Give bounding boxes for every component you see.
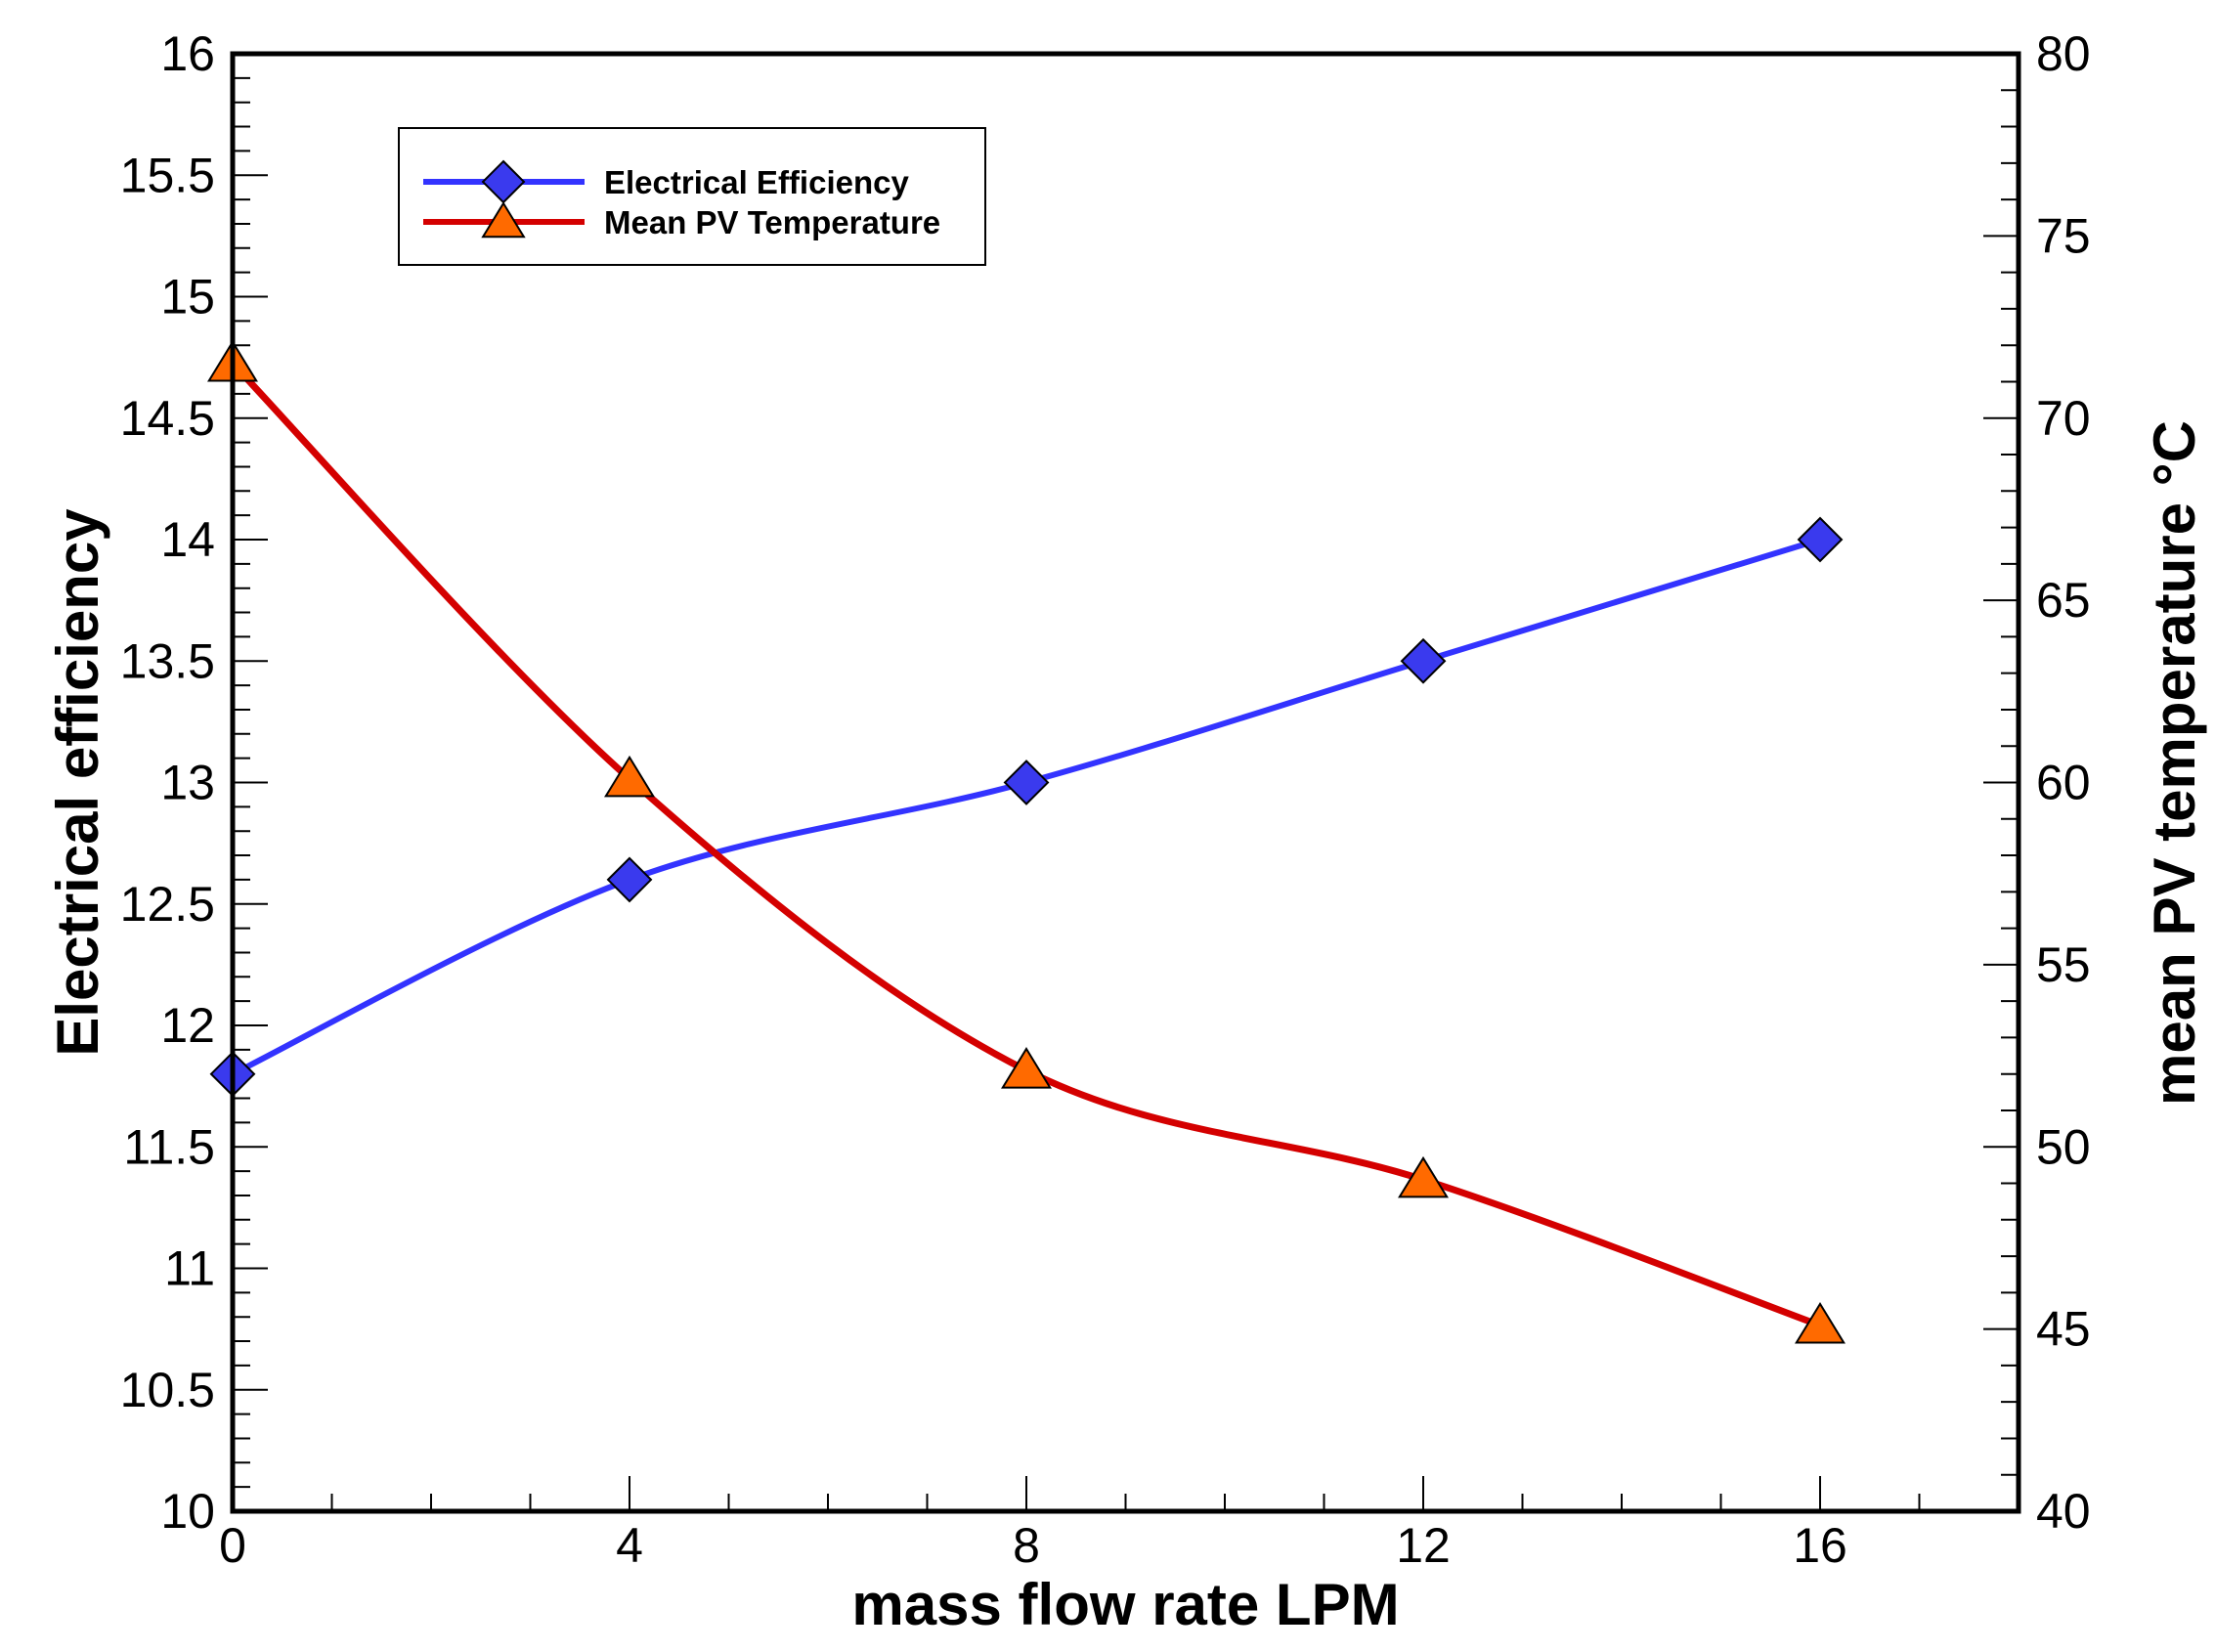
data-point-electrical-efficiency (1400, 637, 1447, 684)
y-left-tick-label: 11.5 (123, 1119, 215, 1174)
y-left-tick-label: 15.5 (120, 148, 215, 202)
legend: Electrical Efficiency Mean PV Temperatur… (398, 127, 986, 266)
ticks-layer: 0 4 8 12 16 10 10.5 11 11.5 12 12.5 13 13.5 14 14.5 15 1… (120, 26, 2091, 1573)
legend-label-electrical-efficiency: Electrical Efficiency (604, 164, 909, 200)
x-tick-label: 0 (219, 1518, 246, 1573)
y-left-tick-label: 10.5 (120, 1363, 215, 1417)
y-right-tick-label: 50 (2036, 1119, 2091, 1174)
y-right-tick-label: 40 (2036, 1484, 2091, 1539)
legend-marker-triangle (481, 201, 526, 239)
y-left-tick-label: 14 (160, 512, 215, 567)
legend-label-mean-pv-temperature: Mean PV Temperature (604, 204, 940, 240)
y-right-tick-label: 75 (2036, 208, 2091, 263)
y-left-tick-label: 11 (164, 1241, 215, 1296)
x-tick-label: 12 (1396, 1518, 1451, 1573)
y-left-tick-label: 12.5 (120, 877, 215, 932)
x-axis-title: mass flow rate LPM (851, 1572, 1399, 1637)
y-left-tick-label: 10 (160, 1484, 215, 1539)
data-point-mean-pv-temperature (604, 755, 655, 798)
x-tick-label: 16 (1793, 1518, 1847, 1573)
y-left-tick-label: 14.5 (120, 391, 215, 446)
y-right-tick-label: 60 (2036, 756, 2091, 810)
data-point-electrical-efficiency (606, 856, 653, 903)
y-right-tick-label: 70 (2036, 391, 2091, 446)
y-axis-right-title: mean PV temperature °C (2142, 420, 2207, 1106)
x-tick-label: 4 (616, 1518, 643, 1573)
y-right-tick-label: 45 (2036, 1302, 2091, 1357)
y-left-tick-label: 16 (160, 26, 215, 81)
data-point-mean-pv-temperature (1795, 1301, 1846, 1344)
y-left-tick-label: 13.5 (120, 633, 215, 688)
data-point-mean-pv-temperature (1001, 1047, 1052, 1089)
data-point-mean-pv-temperature (1398, 1155, 1449, 1198)
y-right-tick-label: 65 (2036, 573, 2091, 628)
y-right-tick-label: 55 (2036, 937, 2091, 992)
data-point-electrical-efficiency (1797, 516, 1844, 563)
x-tick-label: 8 (1013, 1518, 1040, 1573)
y-axis-left-title: Electrical efficiency (45, 508, 110, 1057)
y-right-tick-label: 80 (2036, 26, 2091, 81)
y-left-tick-label: 15 (160, 270, 215, 325)
series-line-mean-pv-temperature (230, 361, 1822, 1329)
markers-layer (207, 339, 1846, 1344)
y-left-tick-label: 13 (160, 756, 215, 810)
plot-frame (230, 51, 2021, 1514)
y-left-tick-label: 12 (160, 998, 215, 1053)
data-point-electrical-efficiency (1003, 760, 1050, 805)
